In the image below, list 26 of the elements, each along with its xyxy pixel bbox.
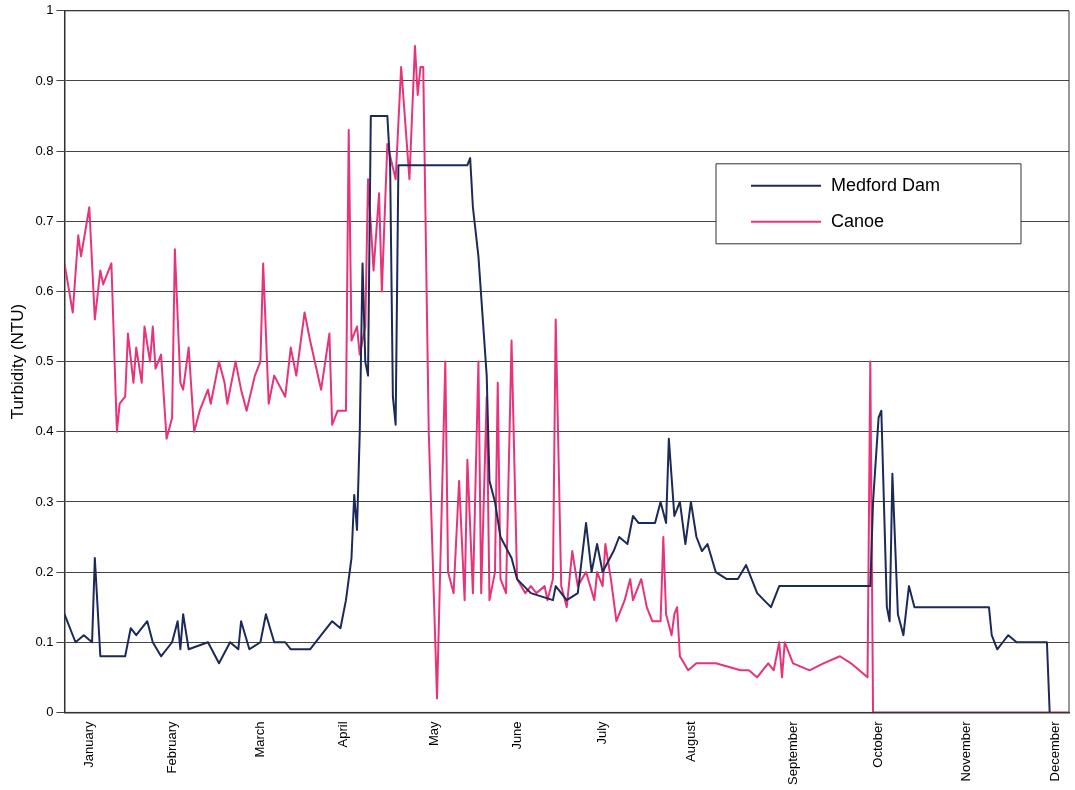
y-axis-title: Turbidity (NTU)	[7, 303, 27, 420]
y-tick-label: 1	[46, 2, 54, 18]
x-tick-label: June	[508, 721, 524, 750]
legend-label: Canoe	[831, 210, 885, 231]
x-tick-label: February	[163, 720, 179, 774]
y-tick-label: 0.2	[35, 563, 54, 579]
x-tick-label: September	[784, 720, 800, 785]
y-tick-label: 0	[46, 703, 54, 719]
y-tick-label: 0.7	[35, 212, 54, 228]
legend-label: Medford Dam	[831, 174, 941, 195]
x-tick-label: July	[594, 720, 610, 745]
y-tick-label: 0.8	[35, 142, 54, 158]
x-tick-label: October	[870, 720, 886, 768]
x-tick-label: January	[80, 720, 96, 768]
x-tick-label: December	[1046, 720, 1062, 782]
y-tick-label: 0.3	[35, 493, 54, 509]
x-tick-label: April	[334, 721, 350, 748]
y-tick-label: 0.9	[35, 72, 54, 88]
x-tick-label: May	[425, 720, 441, 746]
y-tick-label: 0.1	[35, 633, 54, 649]
y-tick-label: 0.5	[35, 353, 54, 369]
x-tick-label: August	[682, 721, 698, 762]
x-tick-label: March	[251, 721, 267, 758]
x-tick-label: November	[958, 720, 974, 782]
y-tick-label: 0.6	[35, 283, 54, 299]
y-tick-label: 0.4	[35, 423, 54, 439]
